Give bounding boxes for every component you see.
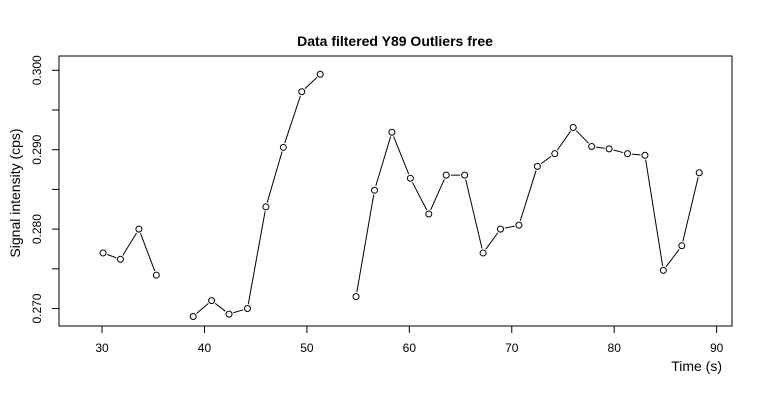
series-segment (430, 179, 445, 211)
series-segment (233, 309, 244, 314)
data-point (388, 128, 396, 136)
series-segment (393, 136, 410, 175)
data-point (678, 242, 686, 250)
series-segment (485, 232, 499, 250)
series-segment (540, 155, 552, 165)
data-point (515, 221, 523, 229)
x-tick-label: 30 (95, 341, 109, 355)
y-tick-label: 0.290 (30, 134, 44, 164)
series-segment (411, 182, 428, 211)
data-point (569, 123, 577, 131)
y-axis-label: Signal intensity (cps) (7, 128, 23, 257)
data-point (641, 151, 649, 159)
x-tick-label: 40 (198, 341, 212, 355)
series-segment (645, 159, 664, 267)
data-point (189, 312, 197, 320)
data-point (551, 150, 559, 158)
series-segment (284, 95, 301, 144)
data-point (225, 310, 233, 318)
y-tick-label: 0.300 (30, 55, 44, 85)
y-axis: 0.270 0.280 0.290 0.300 (30, 55, 60, 324)
data-point (298, 88, 306, 96)
x-tick-label: 70 (505, 341, 519, 355)
series-segment (247, 211, 266, 305)
data-point (659, 266, 667, 274)
y-tick-label: 0.270 (30, 293, 44, 323)
data-point (479, 249, 487, 257)
series-segment (375, 136, 392, 187)
series-segment (266, 151, 283, 203)
data-point (442, 171, 450, 179)
plot-box (58, 55, 733, 327)
series-segment (107, 254, 117, 259)
series-segment (122, 232, 137, 256)
x-tick-label: 90 (710, 341, 724, 355)
y-tick-label: 0.280 (30, 214, 44, 244)
x-tick-label: 60 (403, 341, 417, 355)
series-segment (519, 170, 537, 222)
data-point (624, 150, 632, 158)
data-point (208, 297, 216, 305)
data-point (352, 293, 360, 301)
data-point (496, 225, 504, 233)
data-point (262, 203, 270, 211)
series-segment (214, 302, 226, 312)
data-point (152, 271, 160, 279)
x-axis-label: Time (s) (671, 358, 722, 374)
series-segment (304, 76, 318, 90)
data-point (605, 145, 613, 153)
data-point (279, 143, 287, 151)
series-segment (556, 130, 572, 151)
data-point (533, 162, 541, 170)
data-point (316, 70, 324, 78)
series-segment (631, 153, 641, 156)
data-point (461, 171, 469, 179)
chart-title: Data filtered Y89 Outliers free (297, 33, 493, 49)
data-point (425, 210, 433, 218)
x-tick-label: 50 (300, 341, 314, 355)
data-point (135, 225, 143, 233)
series-segment (596, 146, 605, 149)
series-segment (196, 303, 209, 314)
series-segment (356, 194, 375, 293)
series-segment (140, 233, 156, 272)
data-point (406, 174, 414, 182)
data-point (371, 186, 379, 194)
data-point (243, 305, 251, 313)
series-segment (575, 130, 589, 144)
x-axis: 30 40 50 60 70 80 90 (95, 325, 724, 355)
series-segment (613, 149, 624, 154)
data-point (116, 255, 124, 263)
series-segment (665, 249, 680, 268)
data-point (99, 249, 107, 257)
series-segment (465, 179, 483, 249)
series-segment (682, 176, 699, 242)
series-segment (504, 225, 515, 229)
x-tick-label: 80 (608, 341, 622, 355)
data-point (695, 169, 703, 177)
series-layer (99, 70, 703, 320)
data-point (588, 143, 596, 151)
